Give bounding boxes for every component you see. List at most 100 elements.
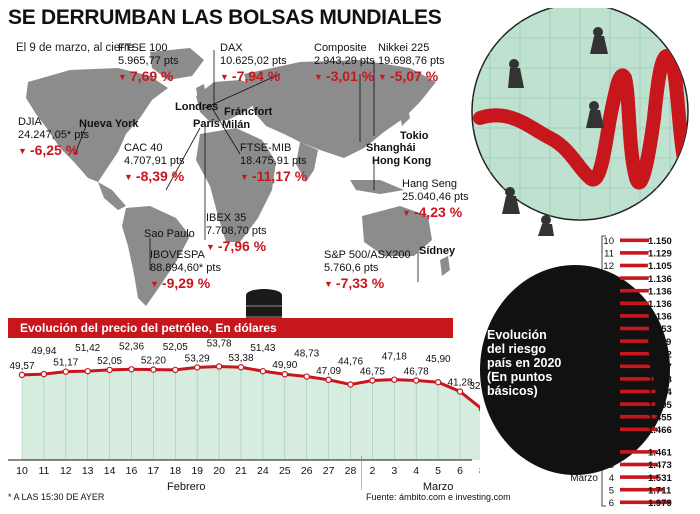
oil-value-label: 48,73	[294, 349, 319, 360]
risk-value-label: 1.136	[648, 286, 672, 297]
market-name: IBEX 35	[206, 212, 247, 224]
oil-value-label: 41,28	[447, 377, 472, 388]
oil-x-tick: 28	[345, 465, 357, 477]
risk-day-label: 4	[609, 473, 614, 484]
central-america-shape	[98, 182, 126, 210]
risk-value-label: 1.461	[648, 448, 672, 459]
market-name: Hang Seng	[402, 178, 458, 190]
market-ibovespa: IBOVESPA 88.894,60* pts -9,29 %	[150, 249, 221, 293]
market-name: DJIA	[18, 116, 42, 128]
market-value: 10.625,02 pts	[220, 55, 287, 67]
oil-x-tick: 25	[279, 465, 291, 477]
oil-month-label: Febrero	[167, 481, 206, 490]
market-change: -4,23 %	[402, 204, 469, 222]
oil-x-tick: 6	[457, 465, 463, 477]
oil-x-tick: 26	[301, 465, 313, 477]
city-londres: Londres	[175, 101, 219, 113]
risk-bar	[620, 301, 649, 306]
market-name: FTSE 100	[118, 42, 168, 54]
risk-value-label: 1.404	[648, 387, 672, 398]
oil-value-label: 53,38	[228, 353, 253, 364]
risk-day-label: 20	[603, 349, 614, 360]
oil-x-tick: 4	[413, 465, 419, 477]
market-change: -3,01 %	[314, 68, 375, 86]
oil-point	[84, 367, 91, 375]
oil-value-label: 51,43	[250, 343, 275, 354]
oil-value-label: 47,18	[382, 352, 407, 363]
north-america-shape	[26, 68, 168, 182]
city-sidney: Sídney	[419, 245, 456, 257]
risk-value-label: 1.153	[648, 324, 672, 335]
market-value: 88.894,60* pts	[150, 262, 221, 274]
oil-point	[18, 371, 26, 379]
city-saopaulo: Sao Paulo	[144, 228, 195, 240]
oil-value-label: 32,52	[469, 381, 480, 392]
europe-shape	[196, 80, 262, 122]
market-djia: DJIA 24.247,05* pts -6,25 %	[18, 116, 89, 160]
risk-value-label: 1.466	[648, 425, 672, 436]
risk-bar	[620, 351, 650, 356]
risk-bar	[620, 263, 648, 268]
oil-x-tick: 18	[169, 465, 181, 477]
oil-point	[237, 364, 245, 371]
oil-x-tick: 5	[435, 465, 441, 477]
risk-day-label: 21	[603, 362, 614, 373]
market-change: -5,07 %	[378, 68, 445, 86]
risk-bar	[620, 402, 656, 406]
market-value: 19.698,76 pts	[378, 55, 445, 67]
oil-point	[369, 377, 376, 384]
risk-day-label: 12	[603, 261, 614, 272]
market-dax: DAX 10.625,02 pts -7,94 %	[220, 42, 287, 86]
footnote: * A LAS 15:30 DE AYER	[8, 492, 105, 502]
oil-point	[478, 406, 480, 412]
risk-bar	[620, 487, 664, 492]
risk-value-label: 1.136	[648, 274, 672, 285]
risk-country-chart: 10 1.150 11 1.129 12 1.105 13 1.136 14 1.136 16 1.1…	[563, 235, 672, 509]
risk-day-label: 18	[603, 324, 614, 335]
risk-value-label: 1.129	[648, 249, 672, 260]
risk-day-label: 28	[603, 425, 614, 436]
oil-x-tick: 12	[60, 465, 72, 477]
market-name: DAX	[220, 42, 243, 54]
oil-x-tick: 14	[104, 465, 116, 477]
city-tokio: Tokio	[400, 130, 429, 142]
oil-value-label: 51,17	[53, 358, 78, 369]
oil-month-label: Marzo	[423, 481, 454, 490]
market-name: S&P 500/ASX200	[324, 249, 411, 261]
city-francfort: Fráncfort	[224, 106, 273, 118]
city-milan: Milán	[222, 119, 251, 131]
oil-area	[22, 366, 480, 460]
market-value: 24.247,05* pts	[18, 129, 89, 141]
risk-day-label: 26	[603, 400, 614, 411]
risk-day-label: 11	[604, 249, 614, 260]
risk-value-label: 1.136	[648, 299, 672, 310]
risk-bar	[620, 314, 649, 318]
market-name: CAC 40	[124, 142, 163, 154]
oil-value-label: 52,36	[119, 341, 144, 352]
risk-bar	[620, 364, 651, 369]
oil-point	[259, 367, 267, 375]
risk-value-label: 1.328	[648, 375, 672, 386]
risk-bar	[620, 276, 649, 280]
oil-point	[106, 366, 113, 374]
market-value: 2.943,29 pts	[314, 55, 375, 67]
oil-x-tick: 8	[479, 465, 480, 477]
risk-value-label: 1.105	[648, 261, 672, 272]
market-composite: Composite 2.943,29 pts -3,01 %	[314, 42, 375, 86]
risk-day-label: 6	[609, 498, 614, 509]
risk-day-label: 24	[603, 375, 614, 386]
risk-bar	[620, 339, 649, 343]
oil-point	[325, 376, 332, 384]
risk-bar	[620, 238, 650, 243]
risk-day-label: 25	[603, 387, 614, 398]
world-map	[26, 48, 450, 306]
market-value: 7.708,70 pts	[206, 225, 267, 237]
oil-value-label: 46,75	[360, 367, 385, 378]
risk-bar	[620, 251, 649, 255]
market-value: 5.760,6 pts	[324, 262, 379, 274]
market-change: -9,29 %	[150, 275, 221, 293]
oil-value-label: 52,05	[97, 356, 122, 367]
indonesia-shape	[350, 180, 404, 194]
oil-point	[347, 381, 354, 388]
risk-bar	[620, 450, 657, 454]
